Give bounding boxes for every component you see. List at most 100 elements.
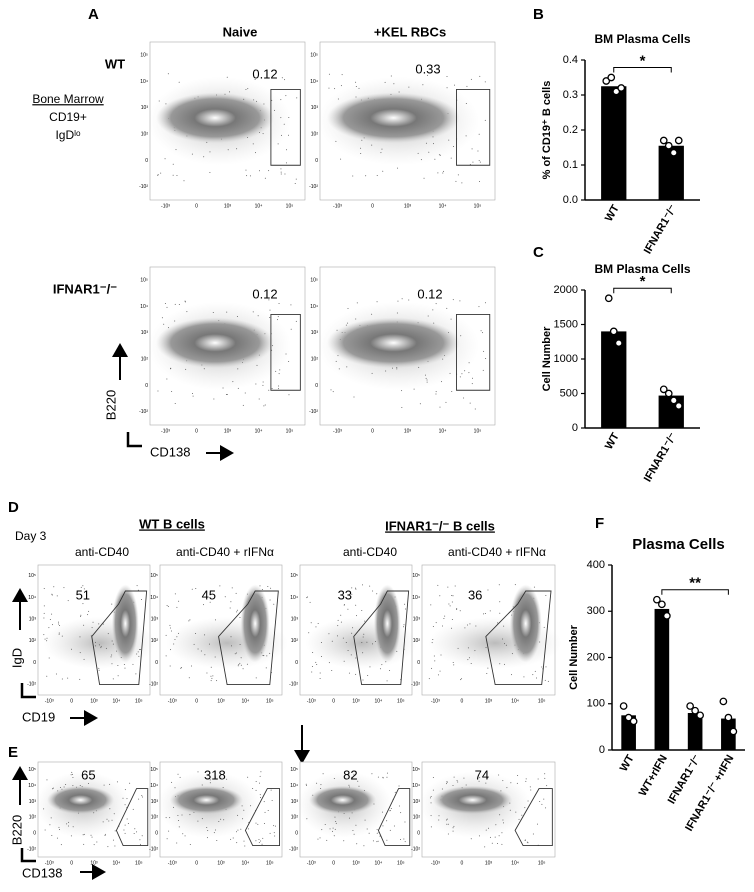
event-dot [545,666,547,668]
flow-tick-label: 0 [33,831,36,837]
event-dot [237,665,239,667]
gate-percentage: 0.12 [252,66,277,81]
event-dot [230,601,232,603]
event-dot [499,612,501,614]
event-dot [403,838,405,840]
event-dot [372,840,374,842]
event-dot [227,149,229,151]
flow-tick-label: 10³ [151,799,159,805]
event-dot [329,828,331,830]
row-header: WT [105,56,125,71]
event-dot [241,805,243,807]
event-dot [283,123,285,125]
event-dot [380,152,382,154]
event-dot [430,815,432,817]
event-dot [382,825,384,827]
gate [91,590,148,686]
flow-tick-label: 0 [332,698,335,704]
flow-tick-label: 0 [371,428,374,434]
event-dot [163,323,165,325]
event-dot [352,175,354,177]
event-dot [240,657,242,659]
group-header: IFNAR1⁻/⁻ B cells [385,518,495,533]
flow-tick-label: 10⁴ [242,698,250,704]
flow-tick-label: 10² [413,638,421,644]
event-dot [448,603,450,605]
flow-tick-label: -10² [139,184,148,190]
event-dot [165,817,167,819]
flow-tick-label: 0 [145,383,148,389]
event-dot [479,161,481,163]
event-dot [457,781,459,783]
event-dot [132,808,134,810]
event-dot [171,391,173,393]
event-dot [244,845,246,847]
gate-percentage: 318 [204,767,226,782]
panel-label: F [595,515,604,532]
event-dot [364,819,366,821]
event-dot [82,603,84,605]
event-dot [470,838,472,840]
flow-tick-label: -10² [309,184,318,190]
event-dot [452,830,454,832]
event-dot [353,396,355,398]
event-dot [100,647,102,649]
event-dot [256,364,258,366]
event-dot [335,822,337,824]
event-dot [467,647,469,649]
event-dot [209,601,211,603]
event-dot [425,377,427,379]
event-dot [209,782,211,784]
event-dot [494,836,496,838]
event-dot [105,647,107,649]
chart-title: BM Plasma Cells [594,262,690,276]
event-dot [478,133,480,135]
event-dot [363,633,365,635]
event-dot [544,773,546,775]
flow-tick-label: -10³ [45,698,54,704]
event-dot [371,773,373,775]
event-dot [471,383,473,385]
flow-tick-label: 10⁴ [28,783,36,789]
event-dot [331,830,333,832]
event-dot [43,605,45,607]
event-dot [427,315,429,317]
flow-tick-label: -10³ [333,203,342,209]
event-dot [43,612,45,614]
event-dot [181,667,183,669]
event-dot [255,383,257,385]
event-dot [246,663,248,665]
event-dot [432,639,434,641]
flow-tick-label: 0 [295,831,298,837]
event-dot [255,780,257,782]
event-dot [239,617,241,619]
event-dot [400,812,402,814]
event-dot [262,133,264,135]
event-dot [328,87,330,89]
event-dot [240,664,242,666]
event-dot [215,829,217,831]
axis-label: CD138 [150,444,190,459]
event-dot [50,817,52,819]
event-dot [49,618,51,620]
flow-tick-label: 10³ [404,203,412,209]
event-density [169,785,243,815]
event-dot [543,626,545,628]
flow-tick-label: -10² [27,681,36,687]
event-dot [477,150,479,152]
event-dot [376,174,378,176]
event-dot [246,175,248,177]
flow-tick-label: 10³ [311,105,319,111]
flow-tick-label: 0 [195,428,198,434]
event-dot [169,665,171,667]
flow-tick-label: 10³ [29,616,37,622]
event-dot [100,645,102,647]
event-dot [136,653,138,655]
event-dot [79,636,81,638]
event-dot [371,372,373,374]
data-point [619,702,628,710]
flow-tick-label: 0 [195,698,198,704]
event-dot [334,828,336,830]
event-dot [355,673,357,675]
event-dot [57,621,59,623]
